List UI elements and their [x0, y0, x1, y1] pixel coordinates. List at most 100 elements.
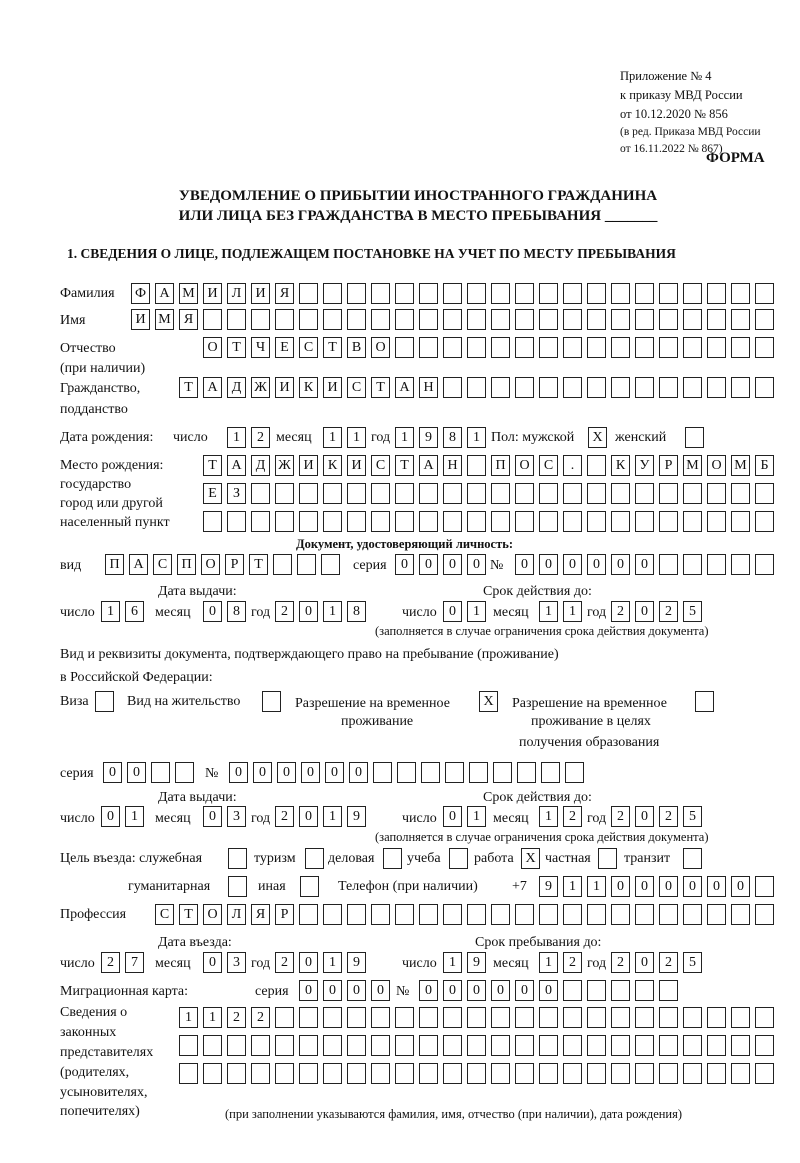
char-box-stay-number[interactable]	[469, 762, 488, 783]
char-box-surname[interactable]: Ф	[131, 283, 150, 304]
char-box-patronymic[interactable]	[443, 337, 462, 358]
char-box-birthplace-1[interactable]: Т	[395, 455, 414, 476]
char-box-rep-3[interactable]	[179, 1063, 198, 1084]
char-box-stay-issue-year[interactable]: 0	[299, 806, 318, 827]
char-box-doc-kind[interactable]: С	[153, 554, 172, 575]
char-box-name[interactable]	[611, 309, 630, 330]
char-box-profession[interactable]	[347, 904, 366, 925]
char-box-rep-1[interactable]	[467, 1007, 486, 1028]
char-box-mc-series[interactable]: 0	[347, 980, 366, 1001]
char-box-birthplace-2[interactable]: Е	[203, 483, 222, 504]
char-box-name[interactable]	[563, 309, 582, 330]
char-box-stay-issue-year[interactable]: 9	[347, 806, 366, 827]
char-box-profession[interactable]	[371, 904, 390, 925]
char-box-patronymic[interactable]: В	[347, 337, 366, 358]
char-box-surname[interactable]	[683, 283, 702, 304]
char-box-doc-number[interactable]	[659, 554, 678, 575]
char-box-name[interactable]	[515, 309, 534, 330]
char-box-rep-2[interactable]	[467, 1035, 486, 1056]
char-box-surname[interactable]	[323, 283, 342, 304]
char-box-rep-1[interactable]: 1	[203, 1007, 222, 1028]
char-box-entry-year[interactable]: 1	[323, 952, 342, 973]
char-box-mc-series[interactable]: 0	[371, 980, 390, 1001]
char-box-rep-2[interactable]	[371, 1035, 390, 1056]
char-box-citizenship[interactable]: Н	[419, 377, 438, 398]
char-box-rep-1[interactable]	[299, 1007, 318, 1028]
char-box-stay-issue-month[interactable]: 3	[227, 806, 246, 827]
char-box-rep-3[interactable]	[587, 1063, 606, 1084]
char-box-rep-2[interactable]	[731, 1035, 750, 1056]
char-box-mc-number[interactable]	[635, 980, 654, 1001]
char-box-rep-1[interactable]	[731, 1007, 750, 1028]
char-box-doc-kind[interactable]: О	[201, 554, 220, 575]
char-box-stay-issue-day[interactable]: 1	[125, 806, 144, 827]
char-box-phone[interactable]: 1	[563, 876, 582, 897]
char-box-stay-issue-year[interactable]: 2	[275, 806, 294, 827]
char-box-birthplace-3[interactable]	[203, 511, 222, 532]
checkbox-temp-res-edu[interactable]	[695, 691, 714, 712]
char-box-birthplace-1[interactable]: Ж	[275, 455, 294, 476]
char-box-rep-3[interactable]	[491, 1063, 510, 1084]
char-box-profession[interactable]	[659, 904, 678, 925]
char-box-surname[interactable]	[731, 283, 750, 304]
char-box-birthplace-1[interactable]: И	[347, 455, 366, 476]
char-box-citizenship[interactable]	[707, 377, 726, 398]
char-box-stay-valid-year[interactable]: 5	[683, 806, 702, 827]
char-box-birthplace-3[interactable]	[611, 511, 630, 532]
char-box-stay-number[interactable]	[373, 762, 392, 783]
char-box-phone[interactable]: 0	[611, 876, 630, 897]
char-box-doc-series[interactable]: 0	[443, 554, 462, 575]
char-box-rep-2[interactable]	[419, 1035, 438, 1056]
char-box-birthplace-1[interactable]: С	[539, 455, 558, 476]
char-box-rep-3[interactable]	[707, 1063, 726, 1084]
char-box-surname[interactable]	[443, 283, 462, 304]
char-box-profession[interactable]	[539, 904, 558, 925]
char-box-rep-2[interactable]	[635, 1035, 654, 1056]
char-box-rep-1[interactable]	[635, 1007, 654, 1028]
char-box-surname[interactable]: М	[179, 283, 198, 304]
char-box-rep-1[interactable]	[491, 1007, 510, 1028]
char-box-rep-2[interactable]	[251, 1035, 270, 1056]
char-box-birthplace-1[interactable]: У	[635, 455, 654, 476]
char-box-stay-issue-day[interactable]: 0	[101, 806, 120, 827]
char-box-birthplace-2[interactable]	[347, 483, 366, 504]
char-box-surname[interactable]	[515, 283, 534, 304]
char-box-rep-2[interactable]	[203, 1035, 222, 1056]
char-box-doc-valid-day[interactable]: 0	[443, 601, 462, 622]
char-box-rep-3[interactable]	[299, 1063, 318, 1084]
char-box-rep-3[interactable]	[611, 1063, 630, 1084]
char-box-doc-issue-month[interactable]: 8	[227, 601, 246, 622]
char-box-stay-number[interactable]	[517, 762, 536, 783]
char-box-phone[interactable]	[755, 876, 774, 897]
char-box-birthplace-1[interactable]: О	[707, 455, 726, 476]
char-box-birthplace-1[interactable]: .	[563, 455, 582, 476]
char-box-birthplace-1[interactable]	[467, 455, 486, 476]
char-box-stay-issue-month[interactable]: 0	[203, 806, 222, 827]
char-box-surname[interactable]	[659, 283, 678, 304]
char-box-name[interactable]	[371, 309, 390, 330]
char-box-rep-3[interactable]	[395, 1063, 414, 1084]
char-box-citizenship[interactable]	[611, 377, 630, 398]
char-box-citizenship[interactable]	[443, 377, 462, 398]
char-box-citizenship[interactable]	[659, 377, 678, 398]
char-box-rep-1[interactable]	[539, 1007, 558, 1028]
char-box-birthplace-1[interactable]: И	[299, 455, 318, 476]
char-box-surname[interactable]	[347, 283, 366, 304]
char-box-rep-1[interactable]	[515, 1007, 534, 1028]
char-box-name[interactable]	[731, 309, 750, 330]
char-box-stay-issue-year[interactable]: 1	[323, 806, 342, 827]
char-box-birthplace-3[interactable]	[635, 511, 654, 532]
char-box-doc-series[interactable]: 0	[467, 554, 486, 575]
char-box-stay-valid-year[interactable]: 0	[635, 806, 654, 827]
char-box-surname[interactable]	[587, 283, 606, 304]
char-box-rep-1[interactable]	[659, 1007, 678, 1028]
char-box-birth-month[interactable]: 1	[347, 427, 366, 448]
char-box-stay-number[interactable]	[541, 762, 560, 783]
char-box-birth-day[interactable]: 1	[227, 427, 246, 448]
char-box-mc-number[interactable]: 0	[491, 980, 510, 1001]
char-box-stay-valid-month[interactable]: 2	[563, 806, 582, 827]
char-box-name[interactable]	[203, 309, 222, 330]
char-box-rep-2[interactable]	[227, 1035, 246, 1056]
char-box-surname[interactable]: Я	[275, 283, 294, 304]
char-box-profession[interactable]: Я	[251, 904, 270, 925]
